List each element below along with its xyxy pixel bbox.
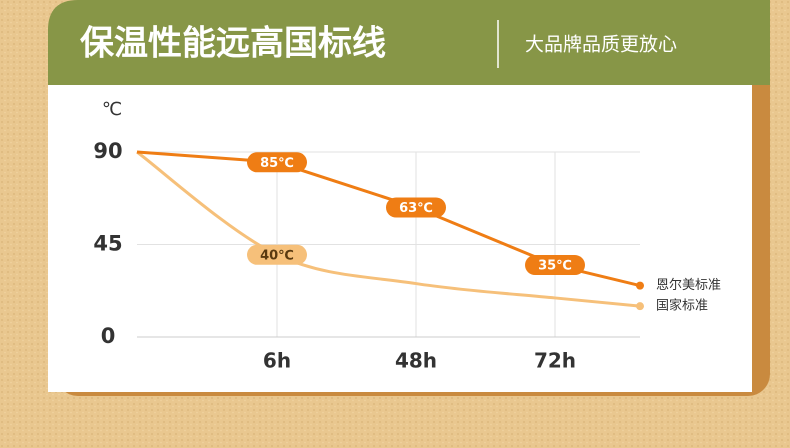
card — [48, 60, 752, 392]
value-label: 35℃ — [538, 259, 572, 274]
legend-label: 恩尔美标准 — [656, 278, 721, 293]
value-label-bg — [386, 197, 446, 218]
end-dot — [636, 281, 644, 290]
x-tick-label: 48h — [395, 349, 437, 373]
end-dot — [636, 302, 644, 311]
y-tick-label: 90 — [93, 139, 122, 163]
value-label: 63℃ — [399, 201, 433, 216]
header-subtitle: 大品牌品质更放心 — [525, 34, 677, 56]
y-tick-label: 0 — [101, 324, 116, 348]
value-label-bg — [247, 244, 307, 265]
x-tick-label: 6h — [263, 349, 291, 373]
value-label: 85℃ — [260, 156, 294, 171]
value-label-bg — [247, 152, 307, 173]
legend-label: 国家标准 — [656, 298, 708, 314]
y-axis-unit: ℃ — [102, 99, 122, 120]
value-label: 40℃ — [260, 248, 294, 263]
value-label-bg — [525, 255, 585, 276]
y-tick-label: 45 — [93, 232, 122, 256]
line — [136, 150, 641, 308]
header-title: 保温性能远高国标线 — [80, 24, 386, 64]
header-band — [48, 0, 770, 85]
x-tick-label: 72h — [534, 349, 576, 373]
